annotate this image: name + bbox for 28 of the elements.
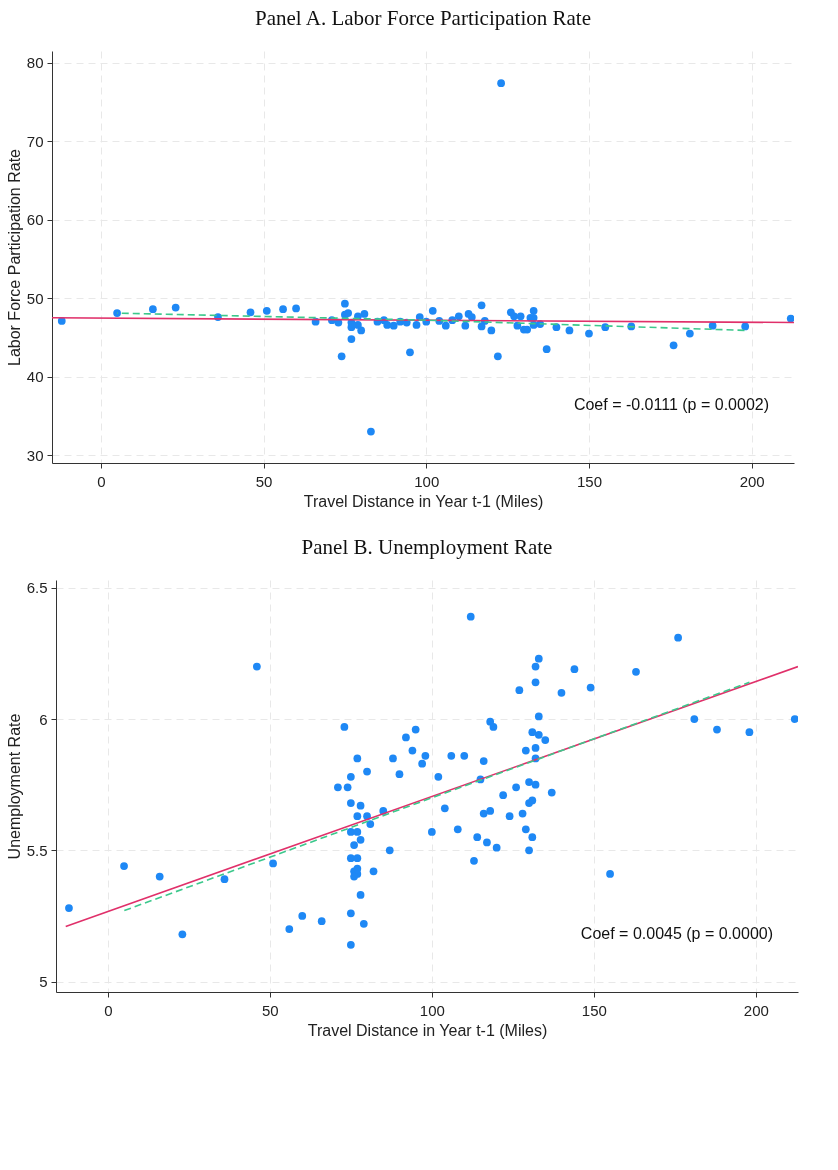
y-tick-label: 80 bbox=[26, 54, 44, 72]
y-axis-title: Labor Force Participation Rate bbox=[5, 148, 23, 366]
x-tick-label: 50 bbox=[255, 472, 273, 490]
y-tick-label: 70 bbox=[26, 132, 44, 150]
x-tick-label: 100 bbox=[414, 472, 440, 490]
x-tick-label: 0 bbox=[104, 1001, 113, 1019]
y-axis-title: Unemployment Rate bbox=[5, 713, 23, 860]
x-tick-label: 200 bbox=[743, 1001, 769, 1019]
x-tick-label: 200 bbox=[739, 472, 765, 490]
x-tick-label: 150 bbox=[581, 1001, 607, 1019]
y-tick-label: 30 bbox=[26, 446, 44, 464]
y-tick-label: 50 bbox=[26, 289, 44, 307]
annotation: Coef = 0.0045 (p = 0.0000) bbox=[580, 925, 773, 942]
annotation: Coef = -0.0111 (p = 0.0002) bbox=[573, 396, 769, 413]
x-tick-label: 50 bbox=[262, 1001, 279, 1019]
x-axis-title: Travel Distance in Year t-1 (Miles) bbox=[307, 1021, 548, 1039]
y-tick-label: 40 bbox=[26, 368, 44, 386]
y-tick-label: 6 bbox=[39, 710, 48, 728]
chart-title: Panel A. Labor Force Participation Rate bbox=[255, 6, 591, 30]
x-tick-label: 150 bbox=[576, 472, 602, 490]
y-tick-label: 5.5 bbox=[26, 841, 48, 859]
y-tick-label: 60 bbox=[26, 211, 44, 229]
x-tick-label: 0 bbox=[97, 472, 106, 490]
y-tick-label: 5 bbox=[39, 973, 48, 990]
x-tick-label: 100 bbox=[419, 1001, 445, 1019]
chart-title: Panel B. Unemployment Rate bbox=[301, 535, 553, 559]
x-axis-title: Travel Distance in Year t-1 (Miles) bbox=[303, 492, 544, 510]
y-tick-label: 6.5 bbox=[26, 579, 48, 597]
